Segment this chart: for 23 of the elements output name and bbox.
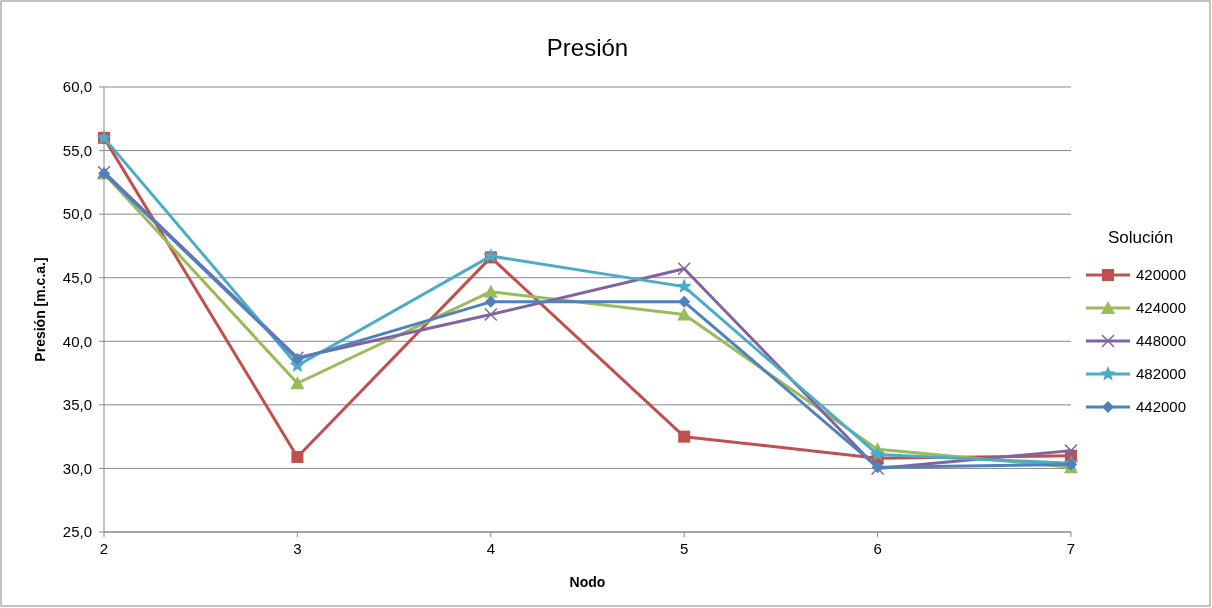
legend-label: 420000 <box>1136 266 1187 284</box>
y-tick-label: 30,0 <box>62 459 92 477</box>
legend-title: Solución <box>1108 228 1174 247</box>
legend-label: 424000 <box>1136 299 1187 317</box>
y-tick-label: 60,0 <box>62 78 92 96</box>
x-tick-label: 7 <box>1066 540 1076 557</box>
x-tick-label: 6 <box>873 540 882 557</box>
y-tick-label: 55,0 <box>62 141 92 159</box>
x-tick-label: 4 <box>486 540 495 557</box>
y-axis-title: Presión [m.c.a.] <box>32 257 48 362</box>
legend-label: 482000 <box>1136 365 1187 383</box>
x-tick-label: 3 <box>293 540 302 557</box>
legend-label: 448000 <box>1136 332 1187 350</box>
y-tick-label: 35,0 <box>62 396 92 414</box>
y-tick-label: 45,0 <box>62 268 92 286</box>
y-tick-label: 50,0 <box>62 205 92 223</box>
x-axis-title: Nodo <box>569 574 606 590</box>
legend-label: 442000 <box>1136 398 1187 416</box>
y-tick-label: 40,0 <box>62 332 92 350</box>
y-tick-label: 25,0 <box>62 523 92 541</box>
x-tick-label: 5 <box>680 540 689 557</box>
x-tick-label: 2 <box>99 540 109 557</box>
chart-title: Presión <box>546 34 629 61</box>
